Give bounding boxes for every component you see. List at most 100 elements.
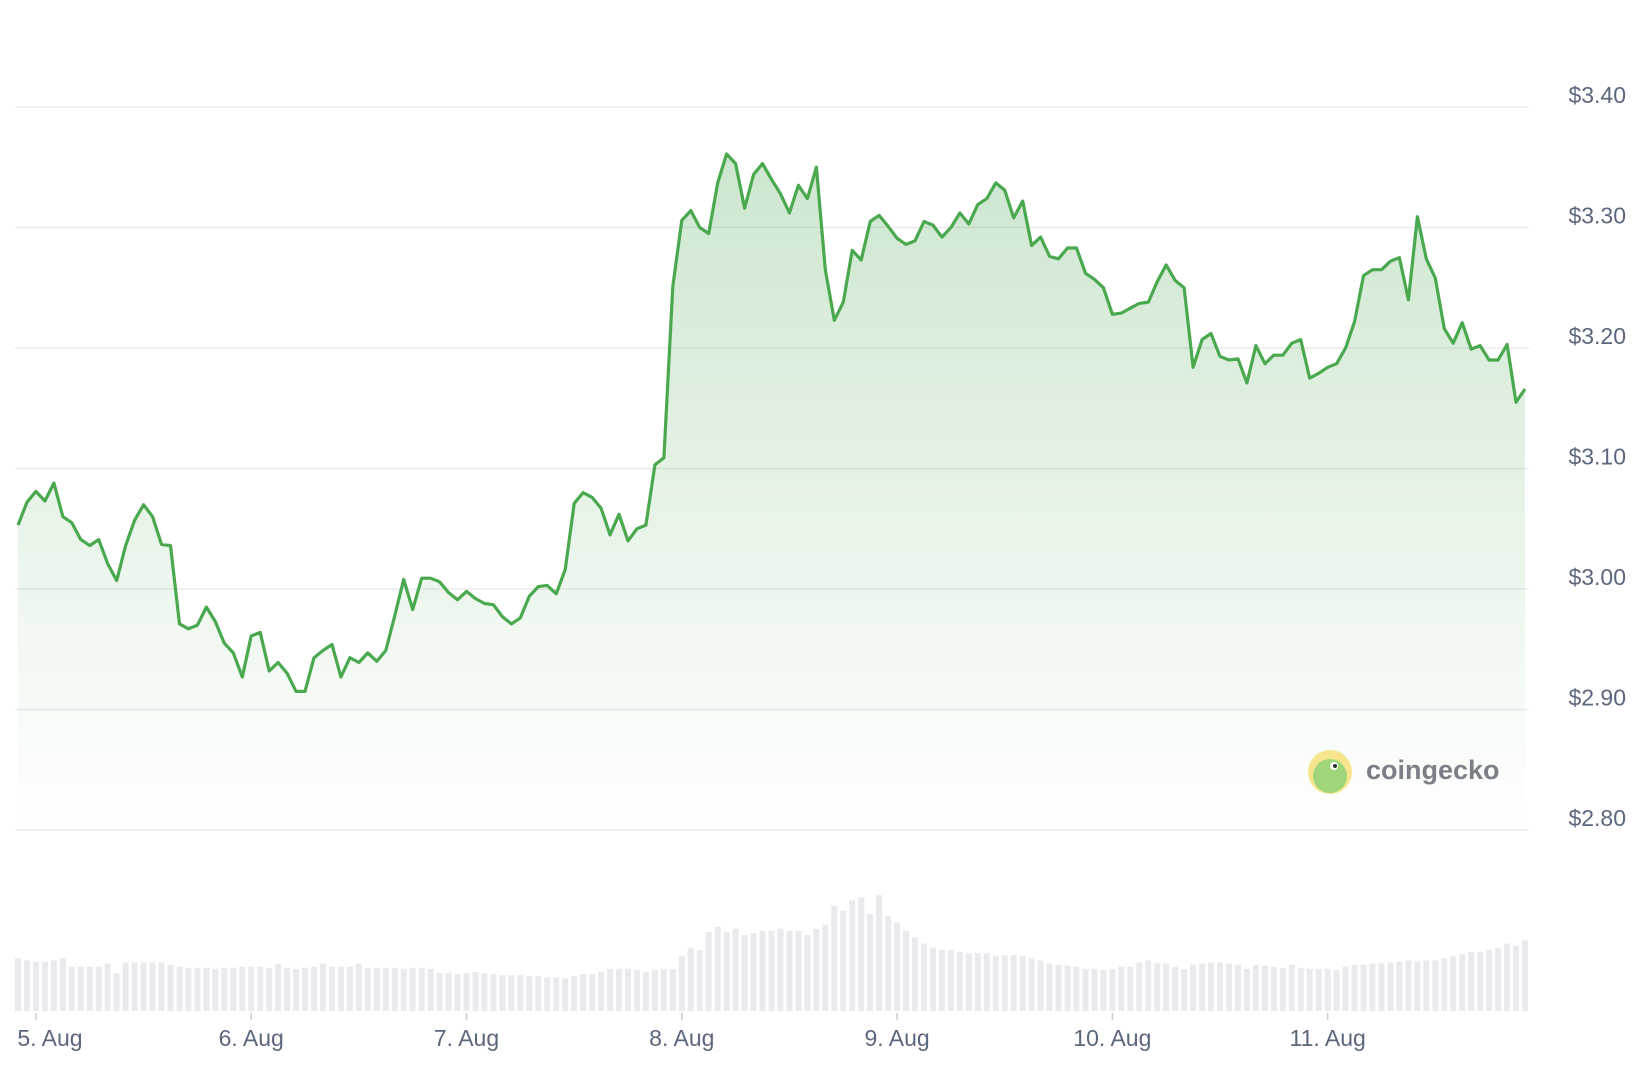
volume-bar [194, 967, 201, 1011]
volume-bar [266, 967, 273, 1011]
x-tick-label: 5. Aug [17, 1025, 82, 1051]
volume-bar [1432, 960, 1439, 1011]
volume-bar [750, 933, 757, 1011]
volume-bar [607, 968, 614, 1011]
volume-bar [616, 968, 623, 1011]
volume-bar [95, 966, 102, 1011]
volume-bar [1261, 965, 1268, 1011]
y-tick-label: $3.20 [1568, 323, 1626, 349]
volume-bar [912, 937, 919, 1011]
volume-bar [158, 962, 165, 1011]
volume-bar [418, 967, 425, 1011]
y-tick-label: $3.00 [1568, 564, 1626, 590]
volume-bar [992, 956, 999, 1011]
volume-bar [642, 972, 649, 1011]
volume-bar [1414, 961, 1421, 1011]
volume-bar [77, 966, 84, 1011]
volume-bar [903, 930, 910, 1011]
volume-bar [1504, 943, 1511, 1011]
volume-bar [337, 966, 344, 1011]
volume-bar [553, 977, 560, 1011]
volume-bar [257, 966, 264, 1011]
volume-bar [1369, 963, 1376, 1011]
volume-bar [1297, 967, 1304, 1011]
volume-bar [409, 967, 416, 1011]
watermark: coingecko [1366, 755, 1500, 785]
volume-bar [544, 977, 551, 1011]
volume-bar [1082, 968, 1089, 1011]
volume-bar [176, 966, 183, 1011]
volume-bar [1270, 966, 1277, 1011]
volume-bar [1360, 964, 1367, 1011]
volume-bar [813, 928, 820, 1011]
volume-bar [768, 930, 775, 1011]
volume-bar [149, 962, 156, 1011]
volume-bar [598, 972, 605, 1011]
volume-bar [562, 978, 569, 1011]
volume-bar [454, 974, 461, 1011]
volume-bar [885, 916, 892, 1011]
volume-bar [319, 963, 326, 1011]
volume-bar [589, 974, 596, 1011]
volume-bar [624, 968, 631, 1011]
volume-bar [660, 968, 667, 1011]
y-tick-label: $3.30 [1568, 203, 1626, 229]
volume-bar [1252, 964, 1259, 1011]
volume-bar [669, 968, 676, 1011]
volume-bar [983, 953, 990, 1011]
volume-bar [1378, 963, 1385, 1011]
volume-bar [131, 962, 138, 1011]
volume-bar [1091, 968, 1098, 1011]
volume-bar [1459, 954, 1466, 1011]
volume-bar [1154, 963, 1161, 1011]
volume-bar [867, 914, 874, 1011]
volume-bar [723, 932, 730, 1011]
volume-bar [59, 958, 66, 1011]
volume-bar [714, 926, 721, 1011]
volume-bar [373, 967, 380, 1011]
volume-bar [965, 953, 972, 1011]
volume-bar [212, 968, 219, 1011]
volume-bar [1441, 958, 1448, 1011]
volume-bar [1225, 963, 1232, 1011]
volume-bar [1028, 958, 1035, 1011]
volume-bar [508, 975, 515, 1011]
volume-bar [167, 964, 174, 1011]
volume-bar [50, 960, 57, 1011]
volume-bar [1279, 967, 1286, 1011]
volume-bar [1163, 963, 1170, 1011]
volume-bar [140, 962, 147, 1011]
volume-bar [849, 900, 856, 1011]
volume-bar [535, 976, 542, 1011]
volume-bar [355, 963, 362, 1011]
volume-bar [293, 968, 300, 1011]
volume-bar [86, 966, 93, 1011]
volume-bar [427, 968, 434, 1011]
volume-bar [732, 928, 739, 1011]
volume-bar [1118, 966, 1125, 1011]
volume-bar [920, 943, 927, 1011]
volume-bar [1217, 962, 1224, 1011]
volume-bar [777, 928, 784, 1011]
x-tick-label: 10. Aug [1073, 1025, 1151, 1051]
y-tick-label: $3.10 [1568, 444, 1626, 470]
volume-bar [858, 897, 865, 1011]
volume-bar [1315, 968, 1322, 1011]
volume-bar [311, 966, 318, 1011]
volume-bar [1145, 960, 1152, 1011]
volume-bar [947, 949, 954, 1011]
volume-bar [1486, 949, 1493, 1011]
volume-bar [929, 947, 936, 1011]
volume-bar [1450, 956, 1457, 1011]
volume-bar [122, 962, 129, 1011]
volume-bar [328, 966, 335, 1011]
volume-bar [463, 973, 470, 1011]
volume-bar [113, 973, 120, 1011]
volume-bar [203, 967, 210, 1011]
volume-bar [1495, 947, 1502, 1011]
volume-bar [1127, 966, 1134, 1011]
watermark-logo [1308, 750, 1352, 794]
volume-bar [1513, 945, 1520, 1011]
volume-bar [1324, 968, 1331, 1011]
